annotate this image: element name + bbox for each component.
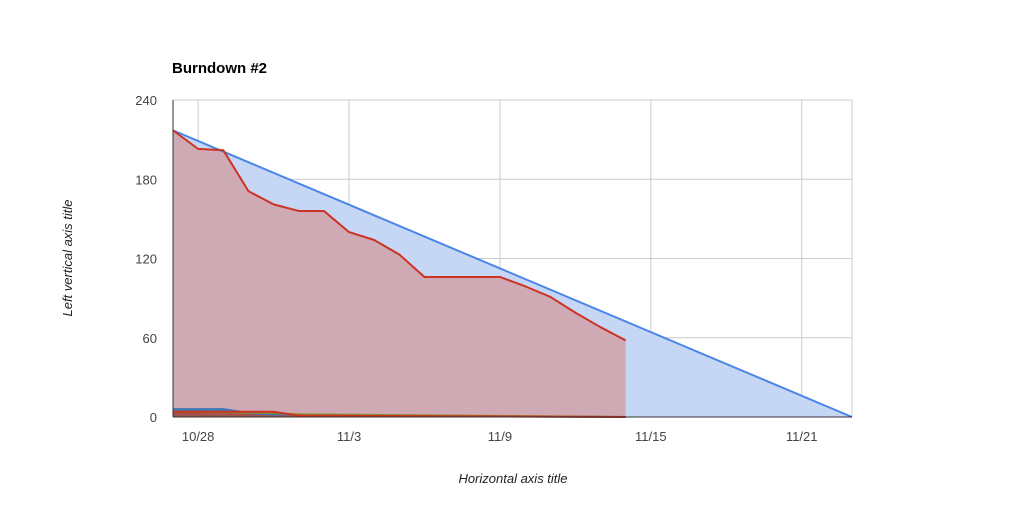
y-tick-label: 0	[150, 410, 157, 425]
x-tick-label: 10/28	[182, 429, 215, 444]
series-1-line	[172, 129, 627, 342]
series-4-line	[173, 410, 626, 418]
series-lines	[172, 129, 853, 418]
series-0-line	[172, 129, 853, 418]
x-tick-label: 11/15	[635, 429, 667, 444]
x-tick-label: 11/3	[337, 429, 361, 444]
y-tick-labels: 0 60 120 180 240	[135, 93, 157, 425]
x-axis-title: Horizontal axis title	[458, 471, 567, 486]
chart-title: Burndown #2	[172, 60, 267, 77]
x-tick-labels: 10/28 11/3 11/9 11/15 11/21	[182, 429, 818, 444]
y-axis-title: Left vertical axis title	[60, 199, 75, 316]
y-tick-label: 60	[143, 331, 157, 346]
series-1-area	[173, 130, 626, 417]
series-4-area	[173, 411, 626, 417]
x-tick-label: 11/9	[488, 429, 512, 444]
y-tick-label: 240	[135, 93, 157, 108]
y-tick-label: 120	[135, 252, 157, 267]
axes	[172, 100, 852, 418]
x-tick-label: 11/21	[786, 429, 818, 444]
y-tick-label: 180	[135, 172, 157, 187]
